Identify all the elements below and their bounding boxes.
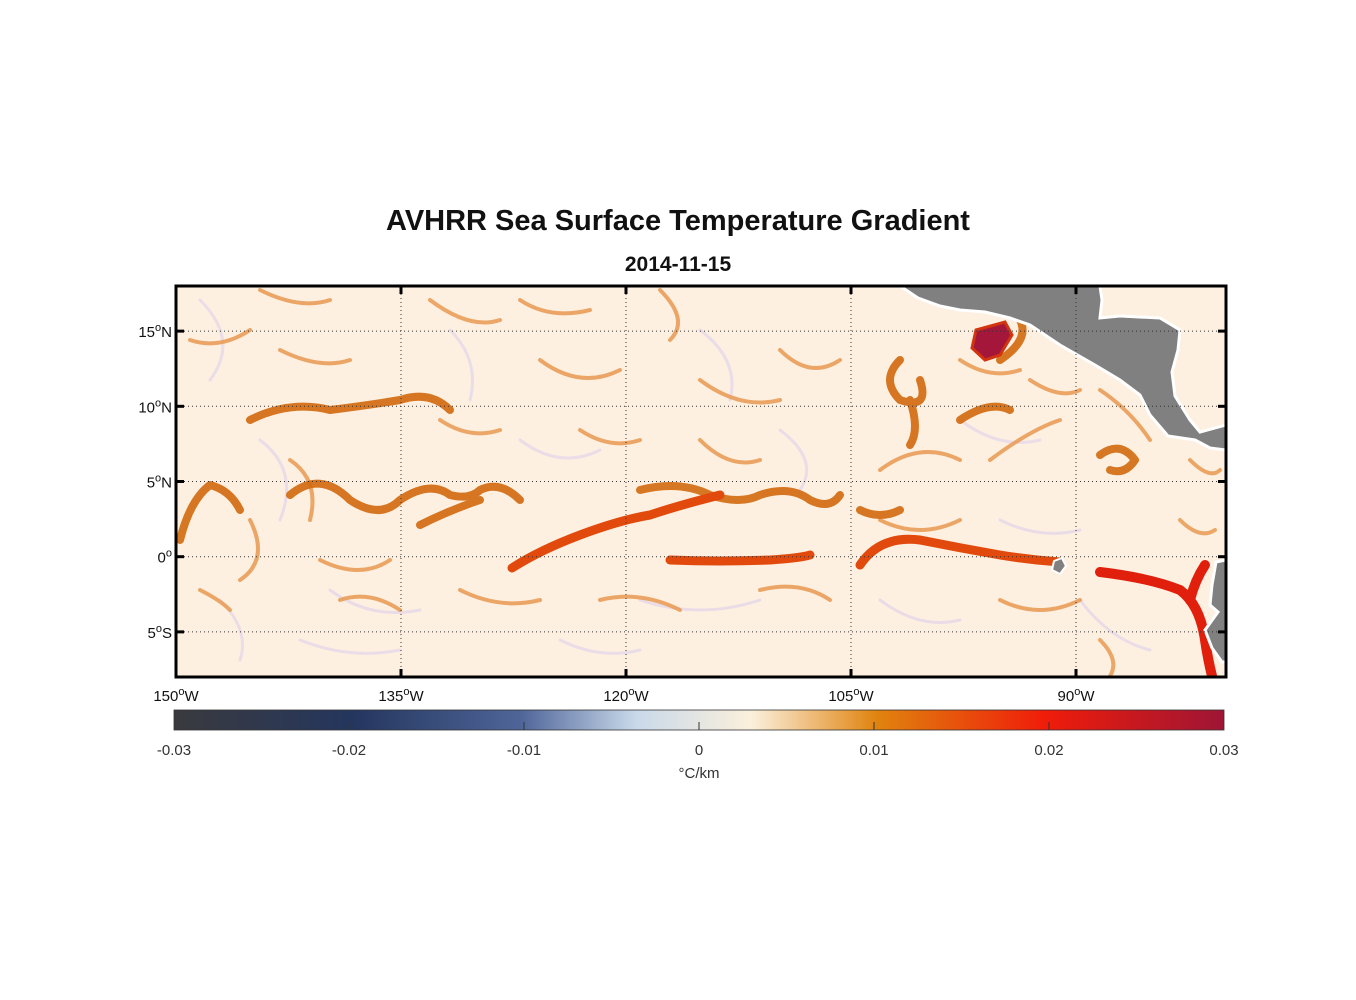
colorbar-tick-label: 0.02: [1034, 742, 1063, 759]
lat-tick-label: 10oN: [138, 397, 172, 416]
lat-tick-label: 5oS: [148, 623, 172, 642]
graticule: [176, 286, 1226, 677]
longitude-labels: 150oW 135oW 120oW 105oW 90oW: [153, 686, 1095, 705]
moderate-gradient-filaments: [188, 288, 1222, 677]
axis-ticks: [174, 286, 1226, 677]
colorbar-tick-label: 0: [695, 742, 703, 759]
lat-tick-label: 15oN: [138, 322, 172, 341]
lon-tick-label: 135oW: [378, 686, 424, 705]
lon-tick-label: 150oW: [153, 686, 199, 705]
colorbar-tick-label: -0.01: [507, 742, 541, 759]
colorbar-tick-label: -0.03: [157, 742, 191, 759]
colorbar-tick-label: 0.01: [859, 742, 888, 759]
lon-tick-label: 105oW: [828, 686, 874, 705]
lon-tick-label: 90oW: [1058, 686, 1096, 705]
peak-gradient-areas: [1095, 560, 1217, 677]
lat-tick-label: 0o: [158, 548, 172, 567]
lon-tick-label: 120oW: [603, 686, 649, 705]
colorbar-ticks: -0.03 -0.02 -0.01 0 0.01 0.02 0.03: [157, 722, 1239, 759]
chart-date: 2014-11-15: [624, 253, 732, 276]
land-south-america: [1203, 558, 1226, 664]
land-galapagos: [1050, 556, 1068, 576]
chart-title: AVHRR Sea Surface Temperature Gradient: [386, 205, 970, 237]
latitude-labels: 15oN 10oN 5oN 0o 5oS: [138, 322, 172, 642]
colorbar-tick-label: -0.02: [332, 742, 366, 759]
land-central-america: [897, 286, 1226, 452]
gulf-tehuantepec-peak: [970, 320, 1014, 362]
colorbar-tick-label: 0.03: [1209, 742, 1238, 759]
strong-gradient-fronts: [176, 316, 1139, 544]
colorbar-label: °C/km: [679, 765, 720, 782]
lat-tick-label: 5oN: [147, 473, 172, 492]
